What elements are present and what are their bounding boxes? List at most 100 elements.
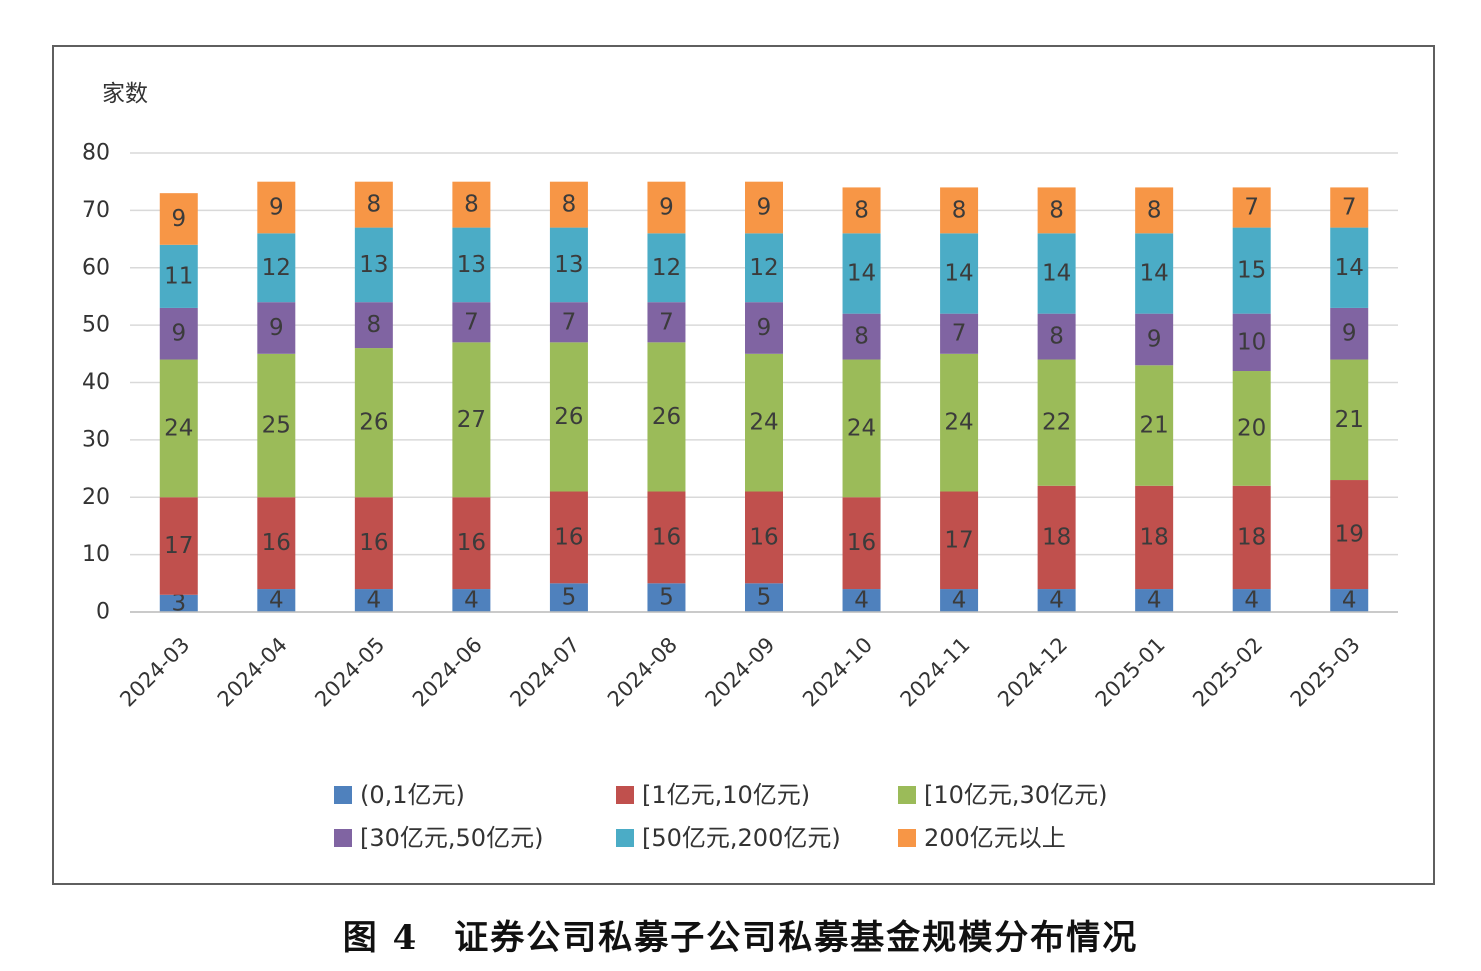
data-label: 4 <box>1342 588 1357 614</box>
legend-swatch <box>334 786 352 804</box>
bar-segment <box>647 233 686 303</box>
y-tick-label: 10 <box>82 542 110 567</box>
legend-swatch <box>898 829 916 847</box>
x-tick-label: 2025-01 <box>1091 633 1170 712</box>
bar-segment <box>1232 485 1271 590</box>
bar-segment <box>452 342 491 498</box>
x-tick-label: 2024-11 <box>896 633 975 712</box>
data-label: 9 <box>659 195 674 221</box>
data-label: 4 <box>1049 588 1064 614</box>
data-label: 7 <box>659 309 674 335</box>
bar-segment <box>940 491 979 590</box>
bar-segment <box>842 233 881 314</box>
data-label: 8 <box>854 197 869 223</box>
bar-segment <box>159 497 198 595</box>
data-label: 8 <box>1147 197 1162 223</box>
data-label: 12 <box>262 255 291 281</box>
data-label: 16 <box>749 524 778 550</box>
x-tick-label: 2024-04 <box>213 633 292 712</box>
bar-segment <box>1037 485 1076 590</box>
x-tick-label: 2024-06 <box>408 633 487 712</box>
bar-segment <box>647 302 686 343</box>
bar-segment <box>159 307 198 360</box>
y-tick-label: 0 <box>96 600 110 625</box>
bar-segment <box>1232 589 1271 612</box>
bar-segment <box>452 227 491 303</box>
bar-segment <box>1330 227 1369 308</box>
data-label: 14 <box>847 260 876 286</box>
data-label: 8 <box>952 197 967 223</box>
data-label: 18 <box>1042 524 1071 550</box>
data-label: 7 <box>562 309 577 335</box>
data-label: 20 <box>1237 415 1266 441</box>
y-axis-label: 家数 <box>102 81 148 107</box>
data-label: 12 <box>652 255 681 281</box>
data-label: 26 <box>554 404 583 430</box>
x-tick-label: 2024-10 <box>798 633 877 712</box>
legend-label: [1亿元,10亿元) <box>642 781 810 809</box>
y-tick-label: 20 <box>82 485 110 510</box>
data-label: 16 <box>262 530 291 556</box>
bar-segment <box>647 342 686 492</box>
bar-segment <box>354 302 393 349</box>
data-label: 7 <box>1342 195 1357 221</box>
data-label: 9 <box>171 321 186 347</box>
legend-swatch <box>898 786 916 804</box>
x-tick-label: 2024-08 <box>603 633 682 712</box>
data-label: 14 <box>1140 260 1169 286</box>
bar-segment <box>1330 589 1369 612</box>
data-label: 8 <box>464 192 479 218</box>
y-tick-label: 60 <box>82 255 110 280</box>
bar-segment <box>354 227 393 303</box>
legend-label: [10亿元,30亿元) <box>924 781 1107 809</box>
bar-segment <box>1330 359 1369 481</box>
data-label: 18 <box>1140 524 1169 550</box>
data-label: 19 <box>1335 522 1364 548</box>
data-label: 9 <box>269 315 284 341</box>
legend-label: (0,1亿元) <box>360 781 465 809</box>
bar-segment <box>745 302 783 354</box>
data-label: 4 <box>464 588 479 614</box>
bar-segment <box>940 589 979 612</box>
data-label: 4 <box>1244 588 1259 614</box>
bar-segment <box>1037 187 1076 234</box>
data-label: 8 <box>1049 324 1064 350</box>
data-label: 7 <box>952 321 967 347</box>
data-label: 16 <box>847 530 876 556</box>
data-label: 14 <box>944 260 973 286</box>
bar-segment <box>159 594 198 612</box>
legend-swatch <box>616 786 634 804</box>
data-label: 10 <box>1237 329 1266 355</box>
bar-segment <box>647 583 686 612</box>
data-label: 14 <box>1042 260 1071 286</box>
data-label: 17 <box>944 527 973 553</box>
data-label: 26 <box>359 410 388 436</box>
data-label: 5 <box>659 585 674 611</box>
bar-segment <box>549 342 588 492</box>
bar-segment <box>940 313 979 354</box>
data-label: 7 <box>1244 195 1259 221</box>
data-label: 16 <box>457 530 486 556</box>
data-label: 9 <box>757 195 772 221</box>
bar-segment <box>940 187 979 234</box>
data-label: 12 <box>749 255 778 281</box>
x-tick-label: 2024-09 <box>701 633 780 712</box>
data-label: 21 <box>1140 413 1169 439</box>
y-tick-label: 70 <box>82 198 110 223</box>
bar-segment <box>257 497 296 590</box>
y-tick-label: 80 <box>82 141 110 166</box>
x-tick-label: 2025-03 <box>1286 633 1365 712</box>
bar-segment <box>159 359 198 498</box>
bar-segment <box>452 589 491 612</box>
bar-segment <box>549 302 588 343</box>
x-tick-label: 2024-03 <box>115 633 194 712</box>
data-label: 8 <box>367 312 382 338</box>
data-label: 13 <box>457 252 486 278</box>
data-label: 24 <box>944 410 973 436</box>
x-tick-label: 2024-05 <box>310 633 389 712</box>
data-label: 17 <box>164 533 193 559</box>
data-label: 14 <box>1335 255 1364 281</box>
legend-label: 200亿元以上 <box>924 824 1066 852</box>
bar-segment <box>1135 485 1174 590</box>
data-label: 5 <box>562 585 577 611</box>
